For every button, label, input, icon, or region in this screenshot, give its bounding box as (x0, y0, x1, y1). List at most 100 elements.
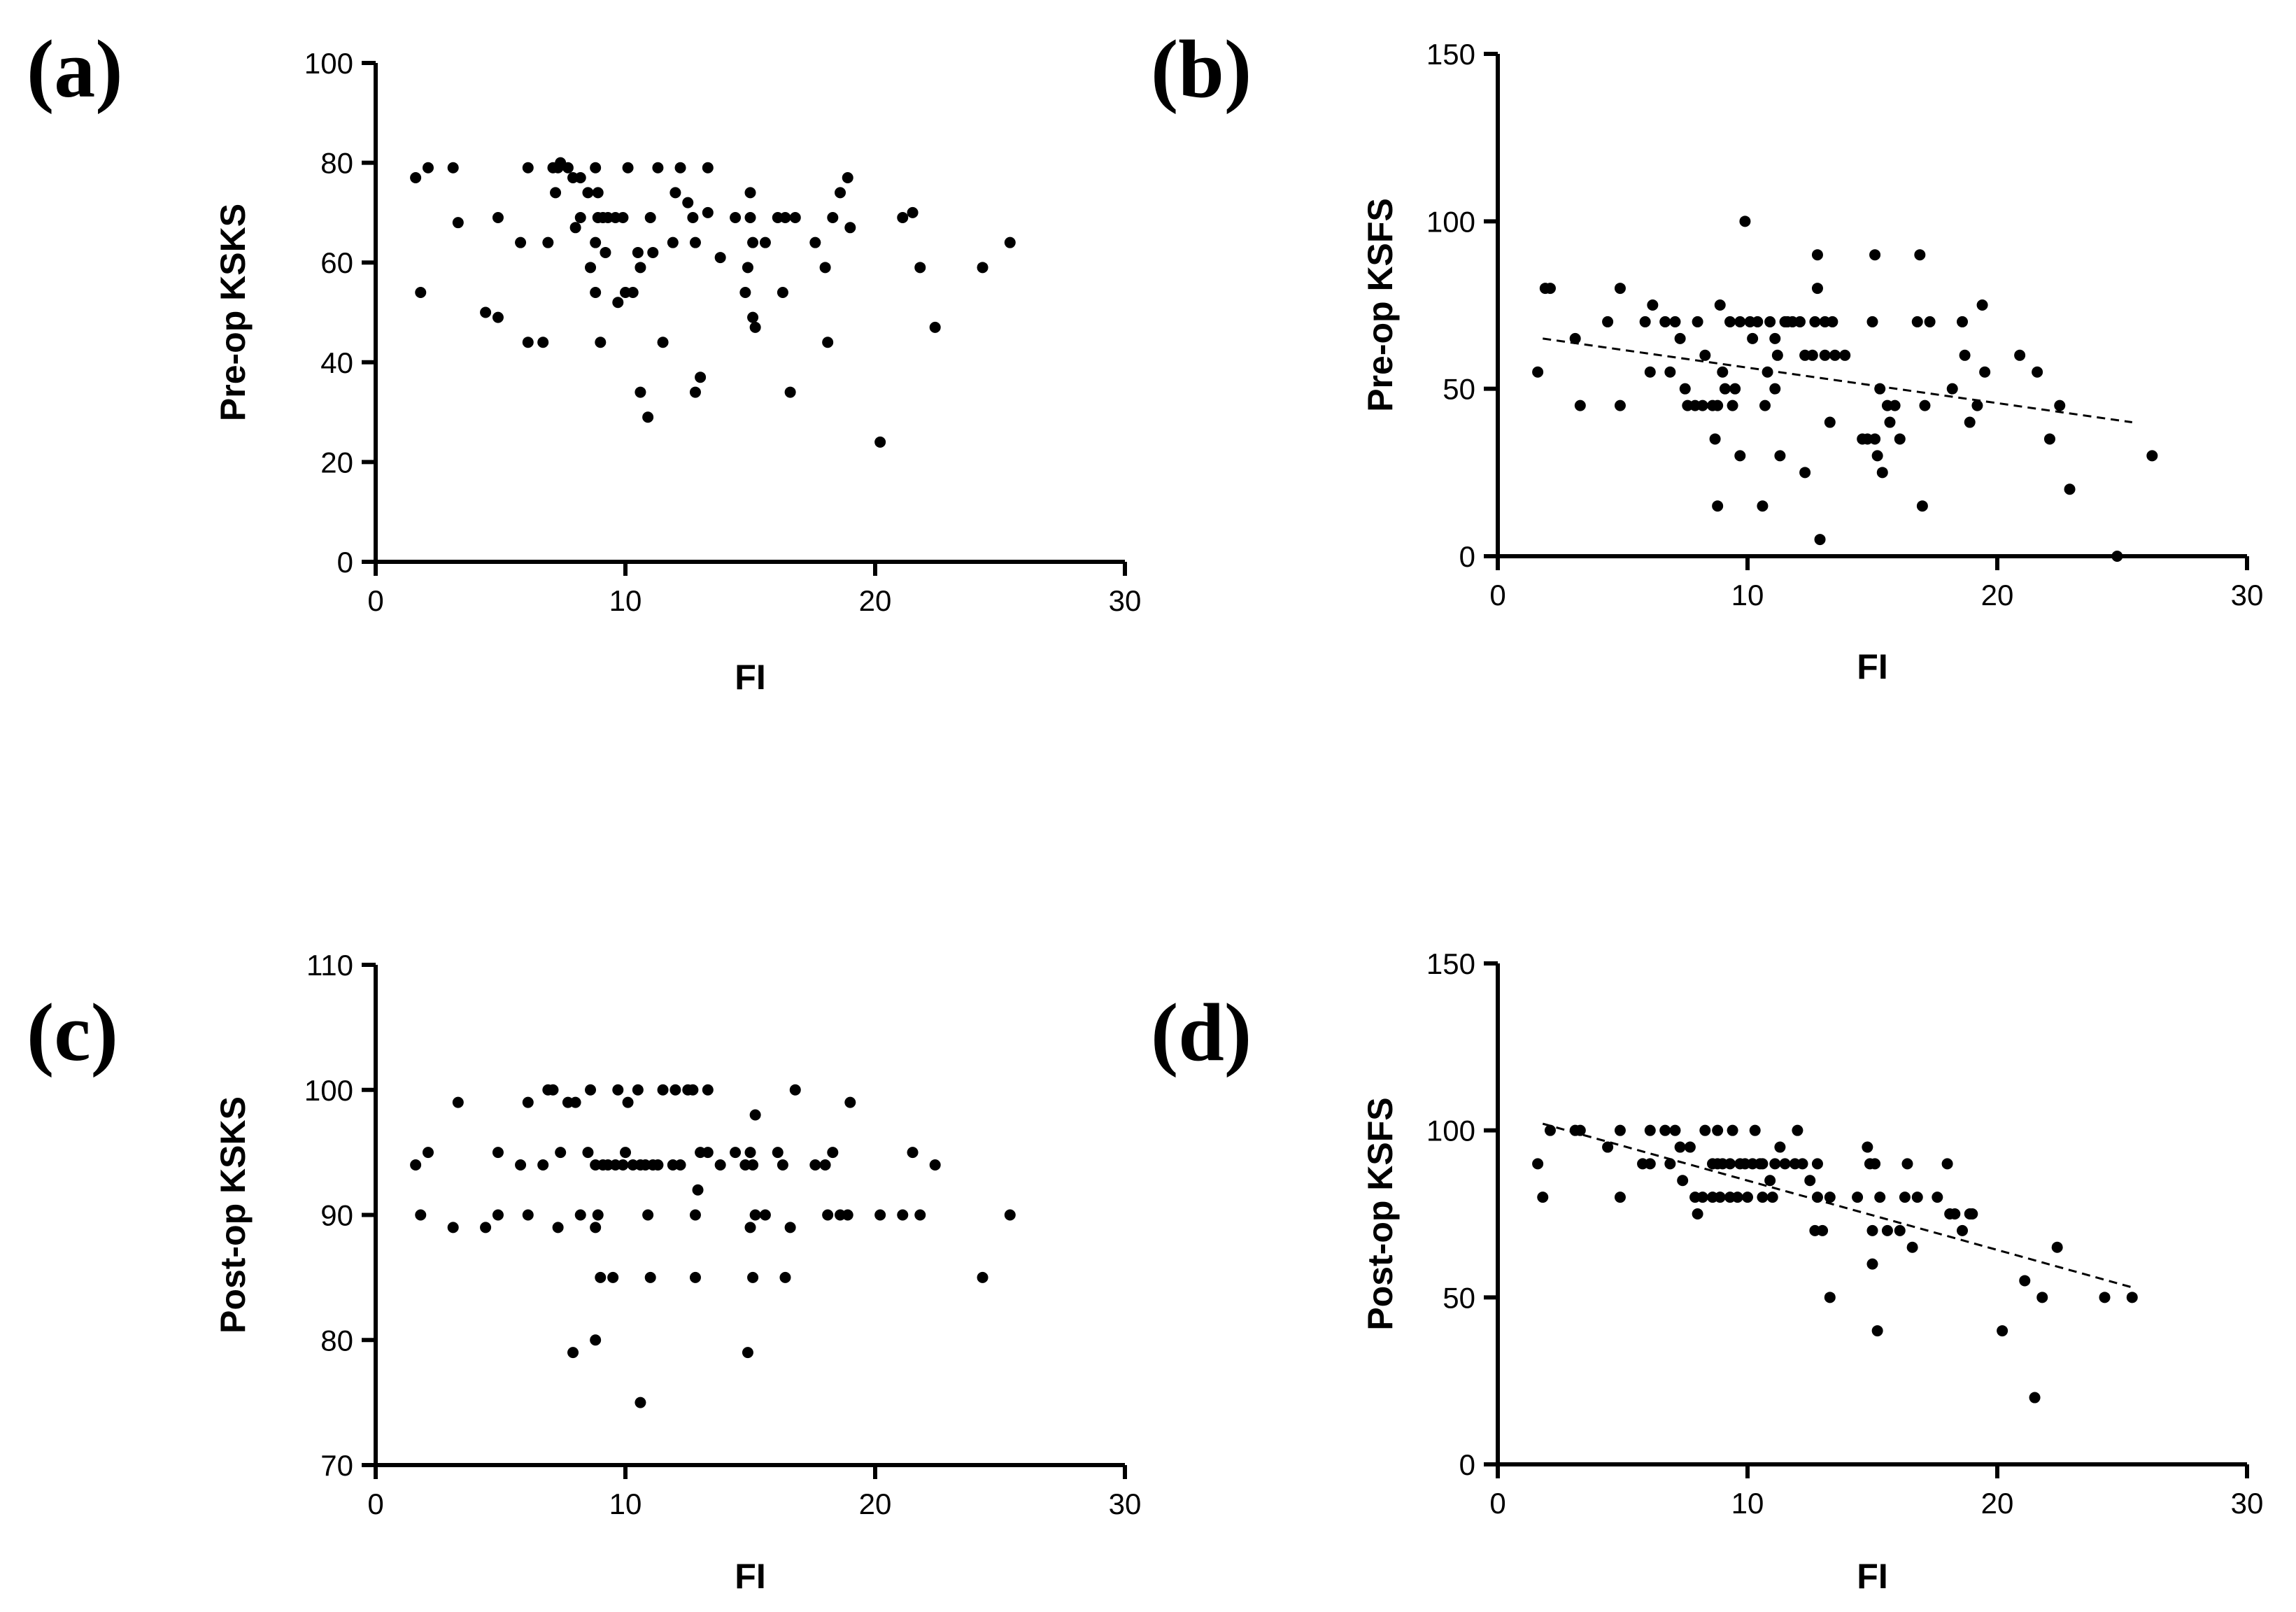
data-point (914, 262, 926, 274)
data-point (1712, 400, 1724, 411)
data-point (1544, 1124, 1556, 1136)
data-point (569, 1096, 581, 1108)
data-point (590, 286, 602, 298)
panel-label: (b) (1151, 23, 1252, 115)
data-point (1752, 316, 1764, 327)
data-point (1544, 283, 1556, 295)
data-point (1779, 1158, 1791, 1170)
data-point (744, 187, 756, 199)
data-point (1866, 1258, 1878, 1270)
data-point (569, 222, 581, 234)
data-point (1871, 1325, 1883, 1337)
data-point (1674, 1141, 1686, 1153)
data-point (1876, 467, 1888, 479)
data-point (492, 212, 504, 224)
x-tick-label: 10 (609, 584, 642, 617)
data-point (1757, 1192, 1769, 1203)
data-point (809, 236, 821, 248)
data-point (2029, 1392, 2041, 1404)
x-tick-label: 10 (1731, 1487, 1764, 1520)
data-point (1644, 1158, 1656, 1170)
data-point (842, 171, 853, 183)
data-point (1712, 1124, 1724, 1136)
data-point (759, 236, 771, 248)
data-point (1674, 332, 1686, 344)
data-point (1679, 383, 1691, 395)
data-point (1869, 433, 1881, 445)
data-point (574, 1209, 586, 1221)
x-axis-title: FI (735, 658, 765, 697)
panel-label: (a) (27, 23, 123, 115)
data-point (1757, 500, 1769, 512)
data-point (480, 306, 492, 318)
data-point (647, 246, 659, 258)
data-point (1004, 236, 1016, 248)
data-point (574, 171, 586, 183)
data-point (687, 1084, 699, 1096)
data-point (689, 386, 701, 398)
data-point (550, 187, 562, 199)
data-point (1919, 400, 1931, 411)
data-point (1862, 1141, 1873, 1153)
data-point (784, 1222, 796, 1233)
data-point (1911, 1192, 1923, 1203)
data-point (1916, 500, 1928, 512)
data-point (702, 206, 714, 218)
data-point (1734, 450, 1746, 462)
data-point (1894, 1224, 1906, 1236)
data-point (515, 236, 527, 248)
data-point (1824, 1292, 1836, 1303)
data-point (1724, 316, 1736, 327)
data-point (1911, 316, 1923, 327)
data-point (522, 337, 534, 348)
y-axis-title: Post-op KSKS (213, 1096, 253, 1334)
x-tick-label: 10 (1731, 579, 1764, 611)
data-point (2043, 433, 2055, 445)
data-point (777, 286, 788, 298)
data-point (1884, 416, 1896, 428)
data-point (1811, 249, 1823, 261)
data-point (692, 1184, 704, 1196)
data-point (827, 212, 839, 224)
x-axis-title: FI (735, 1557, 765, 1596)
x-tick-label: 20 (1981, 1487, 2014, 1520)
data-point (1764, 1175, 1776, 1187)
data-point (642, 411, 654, 423)
y-tick-label: 90 (320, 1199, 353, 1232)
data-point (687, 212, 699, 224)
y-tick-label: 80 (320, 1324, 353, 1357)
data-point (777, 1159, 788, 1171)
data-point (1901, 1158, 1913, 1170)
y-tick-label: 0 (1459, 1448, 1475, 1481)
data-point (2146, 450, 2158, 462)
data-point (1806, 349, 1818, 361)
data-point (542, 236, 554, 248)
data-point (1714, 299, 1726, 311)
data-point (1696, 1192, 1708, 1203)
data-point (897, 212, 909, 224)
data-point (2054, 400, 2066, 411)
y-tick-label: 150 (1426, 38, 1475, 71)
data-point (562, 162, 574, 174)
data-point (657, 337, 669, 348)
x-axis-title: FI (1857, 1557, 1887, 1596)
data-point (1824, 1192, 1836, 1203)
y-tick-label: 40 (320, 346, 353, 379)
data-point (644, 212, 656, 224)
data-point (674, 1159, 686, 1171)
panel-a: (a) 0 20 40 60 80 100 0 10 20 30 FI Pre-op KSKS (27, 23, 1141, 697)
data-point (1659, 316, 1671, 327)
data-point (772, 1147, 784, 1159)
data-point (2032, 366, 2043, 378)
y-tick-label: 110 (306, 949, 353, 982)
data-point (1964, 416, 1976, 428)
data-point (1729, 383, 1741, 395)
data-point (1967, 1208, 1978, 1219)
data-point (1811, 1192, 1823, 1203)
data-point (1771, 349, 1783, 361)
data-point (1871, 450, 1883, 462)
data-point (447, 1222, 459, 1233)
data-point (620, 1147, 631, 1159)
